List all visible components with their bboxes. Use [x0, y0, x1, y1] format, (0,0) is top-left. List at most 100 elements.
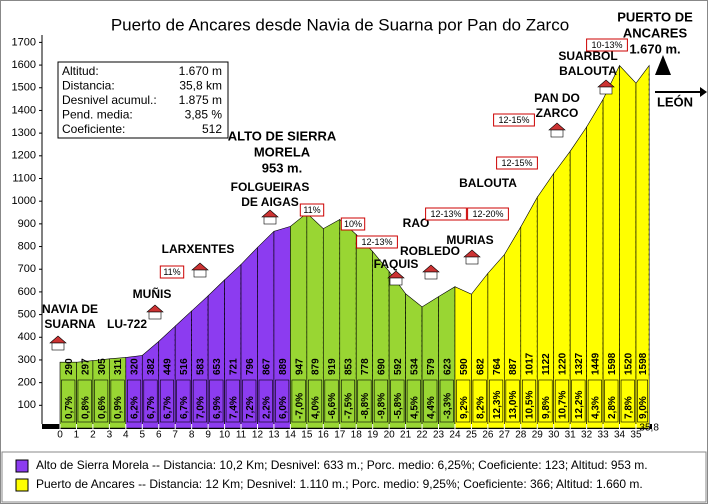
grade-box: [373, 379, 388, 423]
house-icon: [148, 311, 162, 320]
grade-note-box: [340, 217, 366, 231]
house-icon: [51, 342, 65, 351]
grade-label: 0,9%: [113, 396, 124, 419]
grade-box: [192, 379, 207, 423]
x-tick-label: 13: [268, 430, 280, 441]
altitude-label: 623: [442, 358, 453, 375]
altitude-label: 290: [64, 358, 75, 375]
grade-note: 12-15%: [498, 115, 529, 125]
info-value: 512: [202, 122, 222, 136]
grade-box: [637, 379, 648, 423]
y-tick-label: 1300: [12, 127, 36, 139]
info-value: 1.670 m: [179, 64, 222, 78]
altitude-label: 590: [459, 358, 470, 375]
grade-note: 12-20%: [472, 209, 503, 219]
place-label: FOLGUEIRAS: [231, 180, 310, 194]
altitude-label: 305: [97, 358, 108, 375]
grade-box: [406, 379, 421, 423]
grade-label: 6,0%: [278, 396, 289, 419]
x-tick-label: 31: [565, 430, 577, 441]
grade-label: 4,3%: [590, 396, 601, 419]
profile-segment: [635, 64, 650, 429]
place-label: BALOUTA: [559, 64, 617, 78]
x-tick-label: 23: [433, 430, 445, 441]
grade-box: [77, 379, 92, 423]
grade-note: 11%: [163, 267, 180, 277]
grade-box: [291, 379, 306, 423]
x-tick-label: 9: [205, 430, 211, 441]
y-tick-label: 1400: [12, 104, 36, 116]
x-tick-label: 12: [252, 430, 264, 441]
info-value: 3,85 %: [185, 108, 223, 122]
altitude-label: 1449: [590, 352, 601, 375]
grade-box: [308, 379, 323, 423]
altitude-label: 592: [393, 358, 404, 375]
y-tick-label: 1100: [12, 172, 36, 184]
grade-box: [275, 379, 290, 423]
place-label: PAN DO: [534, 91, 580, 105]
legend-label: Alto de Sierra Morela -- Distancia: 10,2…: [36, 458, 648, 472]
y-tick-label: 300: [18, 354, 36, 366]
grade-box: [258, 379, 273, 423]
altitude-label: 1598: [638, 352, 649, 375]
x-tick-label: 6: [156, 430, 162, 441]
x-tick-label: 24: [449, 430, 461, 441]
legend-swatch: [15, 459, 29, 473]
grade-label: -8,8%: [360, 393, 371, 419]
altitude-label: 919: [327, 358, 338, 375]
road-arrow-head: [700, 87, 707, 97]
grade-box: [159, 379, 174, 423]
grade-box: [620, 379, 635, 423]
grade-label: 6,7%: [179, 396, 190, 419]
x-tick-label: 30: [548, 430, 560, 441]
x-tick-label: 2: [90, 430, 96, 441]
grade-box: [340, 379, 356, 423]
x-tick-label: 1: [74, 430, 80, 441]
grade-label: 10,5%: [525, 391, 536, 419]
x-tick-label: 8: [189, 430, 195, 441]
place-label: SUARNA: [44, 317, 96, 331]
x-tick-label: 25: [466, 430, 478, 441]
x-tick-label: 22: [416, 430, 428, 441]
place-label: FAQUIS: [374, 257, 419, 271]
grade-box: [538, 379, 553, 423]
x-tick-label: 10: [219, 430, 231, 441]
x-tick-label: 32: [581, 430, 593, 441]
grade-note-box: [467, 207, 509, 221]
profile-segment: [586, 98, 604, 429]
grade-box: [61, 379, 76, 423]
x-tick-label: 19: [367, 430, 379, 441]
place-label: RAO: [403, 216, 430, 230]
house-icon: [263, 216, 277, 225]
y-tick-label: 800: [18, 240, 36, 252]
grade-label: 9,8%: [541, 396, 552, 419]
place-label: 1.670 m.: [629, 41, 680, 56]
grade-box: [324, 379, 339, 423]
x-tick-label: 18: [351, 430, 363, 441]
grade-note: 12-15%: [501, 158, 532, 168]
place-label: MUÑIS: [133, 286, 172, 301]
place-label: ZARCO: [536, 106, 579, 120]
altitude-label: 1520: [623, 352, 634, 375]
altitude-label: 764: [492, 358, 503, 375]
grade-box: [571, 379, 586, 423]
legend-label: Puerto de Ancares -- Distancia: 12 Km; D…: [36, 477, 643, 491]
altitude-label: 889: [278, 358, 289, 375]
y-tick-label: 500: [18, 308, 36, 320]
place-label: MURIAS: [446, 233, 493, 247]
grade-note: 10-13%: [591, 40, 622, 50]
grade-label: 9,2%: [459, 396, 470, 419]
x-tick-label: 11: [236, 430, 247, 441]
altitude-label: 1598: [607, 352, 618, 375]
house-icon: [599, 86, 613, 95]
grade-label: -6,6%: [327, 393, 338, 419]
y-tick-label: 900: [18, 218, 36, 230]
altitude-label: 867: [261, 358, 272, 375]
y-tick-label: 200: [18, 377, 36, 389]
grade-box: [143, 379, 158, 423]
grade-note: 12-13%: [361, 237, 392, 247]
grade-box: [209, 379, 224, 423]
x-tick-label: 5: [140, 430, 146, 441]
altitude-label: 690: [377, 358, 388, 375]
tree-icon: [655, 55, 671, 75]
